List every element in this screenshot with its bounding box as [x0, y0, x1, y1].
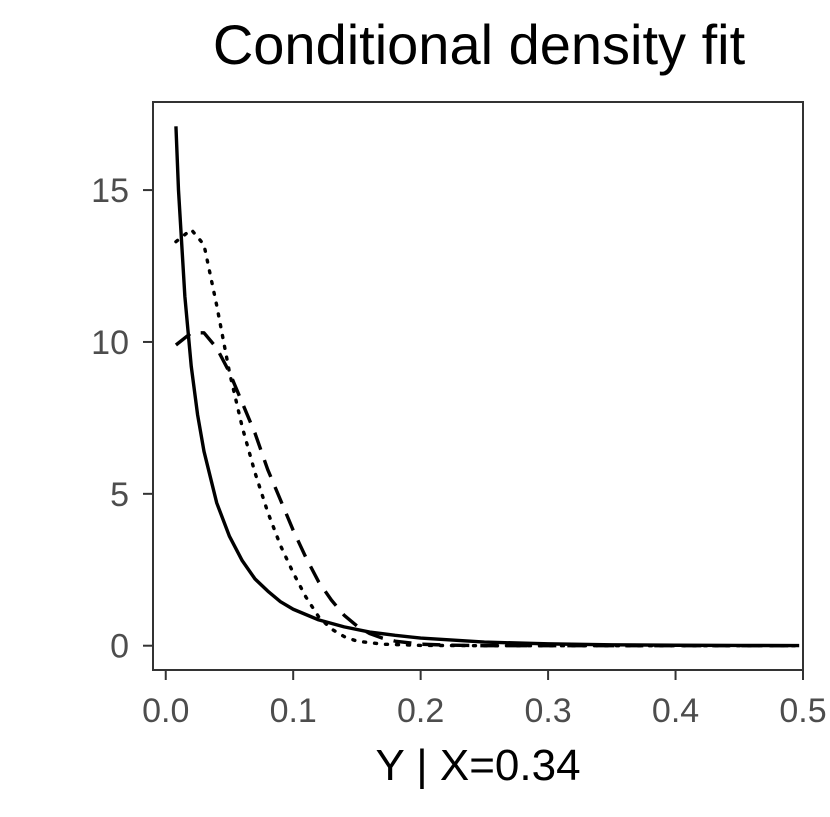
y-tick-label: 0: [110, 628, 129, 666]
series-line-dashed: [174, 331, 800, 648]
y-axis: 0 5 10 15: [91, 172, 153, 666]
plot-panel-border: [152, 101, 804, 671]
chart-title: Conditional density fit: [213, 13, 746, 76]
x-axis-title: Y | X=0.34: [375, 741, 580, 790]
x-tick-label: 0.3: [524, 692, 571, 730]
x-tick-label: 0.2: [397, 692, 444, 730]
x-tick-label: 0.0: [142, 692, 189, 730]
y-tick-label: 15: [91, 172, 129, 210]
y-tick-label: 10: [91, 324, 129, 362]
series-line-dotted: [174, 227, 801, 648]
x-tick-label: 0.5: [779, 692, 826, 730]
y-tick-label: 5: [110, 476, 129, 514]
x-tick-label: 0.1: [270, 692, 317, 730]
x-axis: 0.0 0.1 0.2 0.3 0.4 0.5: [142, 670, 827, 730]
x-tick-label: 0.4: [652, 692, 699, 730]
series-line-solid: [174, 126, 800, 648]
series-layer: [174, 126, 801, 648]
